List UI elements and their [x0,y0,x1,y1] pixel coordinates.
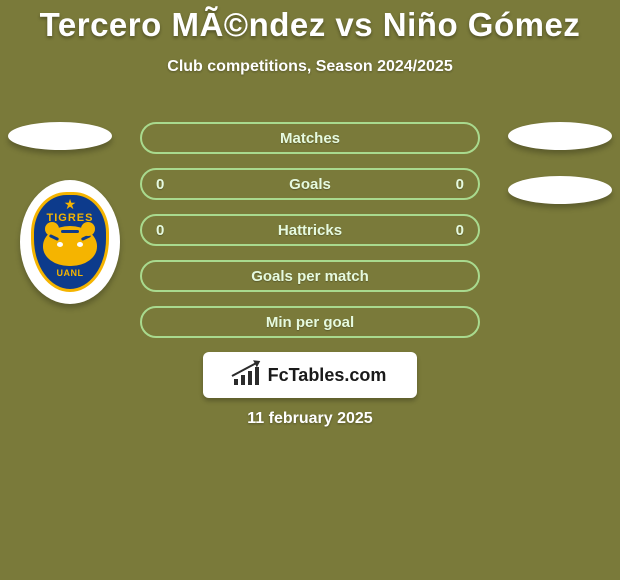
stat-left-value: 0 [156,176,186,193]
stat-row-hattricks: 0 Hattricks 0 [140,214,480,246]
chart-icon [234,365,262,385]
brand-box[interactable]: FcTables.com [203,352,417,398]
date-label: 11 february 2025 [0,410,620,428]
tiger-face-icon [43,226,97,266]
player-left-avatar-placeholder [8,122,112,150]
club-subtext: UANL [57,268,84,278]
page-title: Tercero MÃ©ndez vs Niño Gómez [0,0,620,44]
stat-label: Hattricks [186,222,434,239]
stat-left-value: 0 [156,222,186,239]
stat-right-value: 0 [434,176,464,193]
stat-row-matches: Matches [140,122,480,154]
subtitle: Club competitions, Season 2024/2025 [0,58,620,76]
player-right-club-placeholder [508,176,612,204]
stat-label: Goals [186,176,434,193]
stat-row-goals: 0 Goals 0 [140,168,480,200]
tigres-crest: ★ TIGRES UANL [31,192,109,292]
stats-container: Matches 0 Goals 0 0 Hattricks 0 Goals pe… [140,122,480,352]
stat-row-mpg: Min per goal [140,306,480,338]
player-right-avatar-placeholder [508,122,612,150]
player-left-club-badge: ★ TIGRES UANL [20,180,120,304]
stat-right-value: 0 [434,222,464,239]
stat-row-gpm: Goals per match [140,260,480,292]
stat-label: Matches [186,130,434,147]
star-icon: ★ [64,197,77,211]
brand-text: FcTables.com [268,365,387,386]
stat-label: Min per goal [186,314,434,331]
stat-label: Goals per match [186,268,434,285]
